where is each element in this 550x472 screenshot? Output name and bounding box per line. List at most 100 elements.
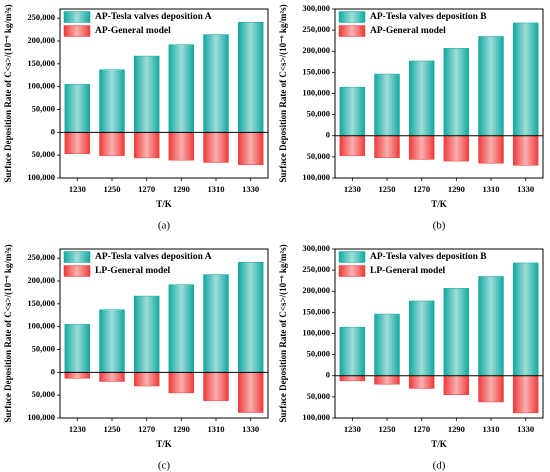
- bar: [133, 295, 160, 373]
- bar: [237, 21, 264, 133]
- bar: [339, 86, 366, 136]
- y-tick-label: 150,000: [302, 66, 330, 76]
- x-tick-label: 1250: [104, 424, 121, 434]
- legend-label: AP-General model: [95, 26, 171, 36]
- y-tick-label: 100,000: [302, 412, 330, 422]
- bar: [237, 132, 264, 166]
- y-tick-label: 250,000: [27, 252, 55, 262]
- bar: [478, 135, 504, 164]
- bar: [237, 261, 264, 373]
- bar: [443, 375, 470, 396]
- bar: [408, 60, 435, 136]
- legend-swatch: [338, 251, 366, 263]
- y-tick-label: 100,000: [302, 172, 330, 182]
- y-tick-label: 150,000: [27, 58, 55, 68]
- bar: [203, 132, 229, 163]
- y-tick-label: 100,000: [302, 327, 330, 337]
- bar: [339, 326, 366, 377]
- y-tick-label: 200,000: [302, 45, 330, 55]
- y-tick-label: 0: [326, 130, 330, 140]
- x-axis-label: T/K: [156, 199, 172, 209]
- bar: [374, 375, 400, 385]
- bar: [133, 132, 160, 159]
- y-tick-label: 100,000: [27, 172, 55, 182]
- bar: [512, 22, 539, 137]
- y-tick-label: 300,000: [302, 243, 330, 253]
- legend-label: LP-General model: [95, 266, 171, 276]
- legend-swatch: [63, 265, 91, 277]
- y-tick-label: 200,000: [302, 285, 330, 295]
- y-tick-label: 100,000: [27, 321, 55, 331]
- legend-label: AP-Tesla valves deposition A: [95, 252, 212, 262]
- bar: [408, 375, 435, 389]
- bar: [64, 132, 91, 155]
- bar: [133, 55, 160, 133]
- x-tick-label: 1270: [138, 424, 155, 434]
- y-tick-label: 0: [51, 126, 55, 136]
- bar: [203, 372, 229, 401]
- bar: [443, 135, 470, 162]
- x-tick-label: 1250: [104, 184, 121, 194]
- y-axis-label: Surface Deposition Rate of C<s>/(10⁻⁶ kg…: [278, 244, 288, 422]
- y-axis-label: Surface Deposition Rate of C<s>/(10⁻⁶ kg…: [3, 244, 13, 422]
- bar: [168, 372, 195, 394]
- y-tick-label: 0: [51, 366, 55, 376]
- x-tick-label: 1310: [208, 424, 225, 434]
- bar: [237, 372, 264, 413]
- legend-swatch: [338, 25, 366, 37]
- bar: [99, 372, 125, 382]
- x-tick-label: 1310: [483, 184, 500, 194]
- bar: [478, 375, 504, 403]
- x-tick-label: 1230: [344, 424, 361, 434]
- bar: [168, 132, 195, 161]
- y-tick-label: 250,000: [302, 24, 330, 34]
- y-tick-label: 200,000: [27, 275, 55, 285]
- legend-label: AP-General model: [370, 26, 446, 36]
- x-axis-label: T/K: [431, 199, 447, 209]
- y-tick-label: 50,000: [307, 349, 330, 359]
- legend-label: LP-General model: [370, 266, 446, 276]
- y-tick-label: 250,000: [302, 264, 330, 274]
- y-tick-label: 100,000: [27, 412, 55, 422]
- plot-frame: [334, 248, 544, 419]
- x-tick-label: 1290: [448, 424, 465, 434]
- y-tick-label: 50,000: [307, 151, 330, 161]
- bar: [374, 313, 400, 377]
- x-tick-label: 1230: [344, 184, 361, 194]
- x-tick-label: 1230: [69, 424, 86, 434]
- plot-frame: [334, 8, 544, 179]
- y-tick-label: 300,000: [302, 3, 330, 13]
- legend-label: AP-Tesla valves deposition B: [370, 12, 487, 22]
- bar: [339, 135, 366, 156]
- x-tick-label: 1310: [483, 424, 500, 434]
- y-tick-label: 50,000: [307, 391, 330, 401]
- bar: [64, 372, 91, 379]
- x-tick-label: 1330: [242, 424, 259, 434]
- panel-caption: (c): [158, 460, 171, 472]
- bar: [133, 372, 160, 387]
- y-tick-label: 50,000: [32, 103, 55, 113]
- x-tick-label: 1290: [173, 424, 190, 434]
- y-tick-label: 200,000: [27, 35, 55, 45]
- y-tick-label: 250,000: [27, 12, 55, 22]
- bar: [374, 73, 400, 137]
- bar: [512, 135, 539, 166]
- x-tick-label: 1310: [208, 184, 225, 194]
- legend-swatch: [63, 25, 91, 37]
- bar: [168, 284, 195, 373]
- legend-label: AP-Tesla valves deposition B: [370, 252, 487, 262]
- bar: [443, 288, 470, 377]
- x-tick-label: 1290: [448, 184, 465, 194]
- plot-frame: [59, 248, 269, 419]
- x-tick-label: 1330: [242, 184, 259, 194]
- bar: [203, 34, 229, 133]
- legend-swatch: [63, 251, 91, 263]
- x-tick-label: 1270: [413, 424, 430, 434]
- bar: [203, 274, 229, 373]
- x-tick-label: 1250: [379, 184, 396, 194]
- x-axis-label: T/K: [431, 439, 447, 449]
- bar: [374, 135, 400, 158]
- bar: [64, 84, 91, 133]
- bar: [99, 309, 125, 373]
